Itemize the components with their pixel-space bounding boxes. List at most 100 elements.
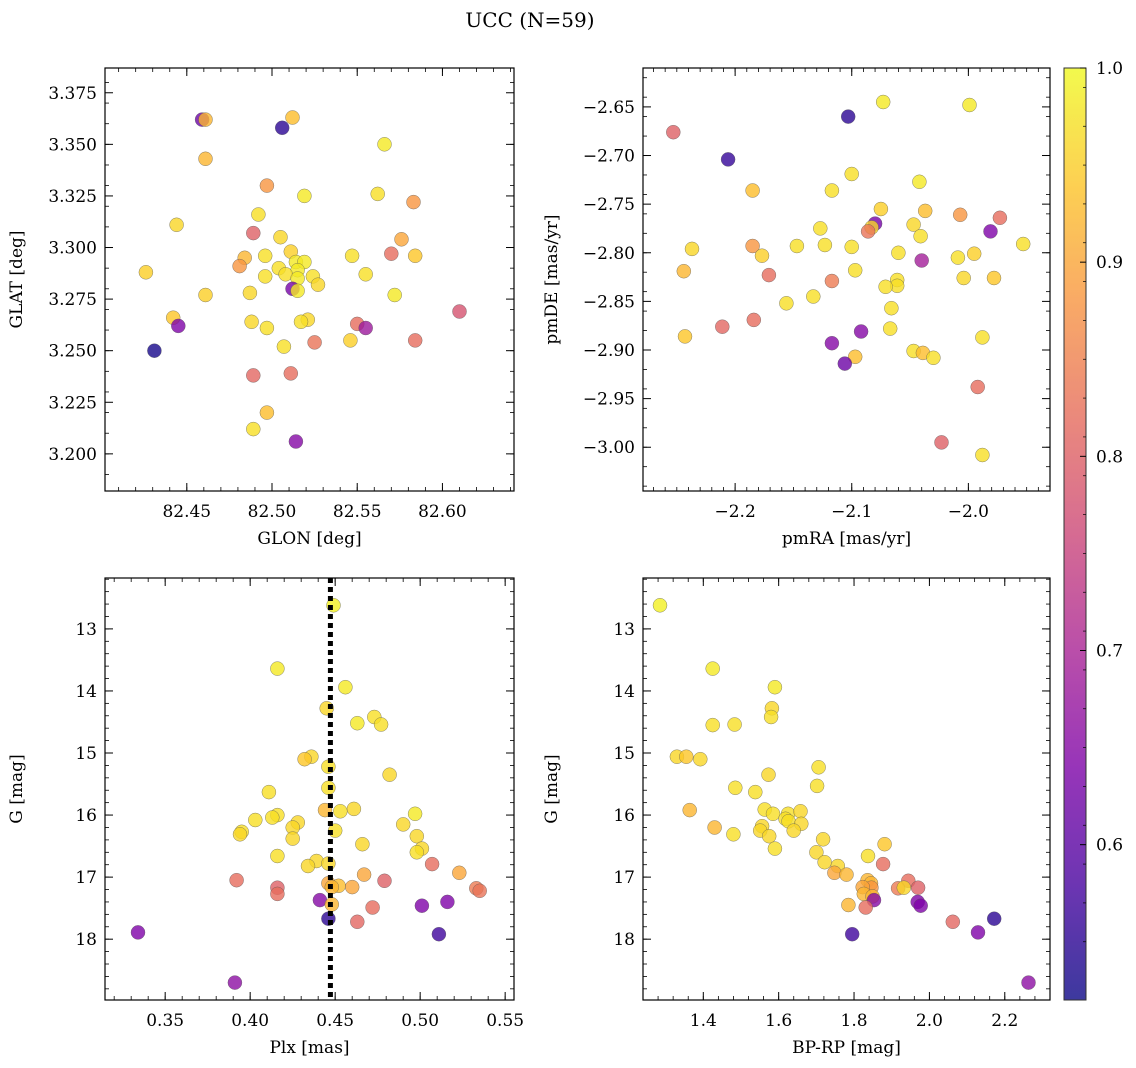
data-point — [983, 224, 998, 239]
data-point — [767, 679, 783, 695]
data-point — [310, 277, 326, 292]
data-point — [726, 827, 741, 842]
colorbar: 0.6 0.7 0.8 0.9 1.0 — [1063, 59, 1123, 1001]
data-point — [914, 253, 929, 268]
data-point — [926, 350, 941, 366]
colorbar-tick-label: 1.0 — [1096, 59, 1123, 79]
y-tick-label: 13 — [613, 620, 635, 640]
y-tick-label: 16 — [613, 806, 635, 826]
x-axis-label: Plx [mas] — [269, 1038, 349, 1058]
x-tick-label: 0.35 — [146, 1011, 184, 1031]
data-point — [817, 854, 832, 870]
data-point — [679, 749, 694, 764]
data-point — [913, 228, 928, 244]
data-point — [811, 760, 826, 775]
data-point — [707, 820, 722, 835]
data-point — [346, 801, 362, 817]
data-point — [343, 333, 358, 348]
data-point — [891, 245, 906, 261]
data-point — [350, 914, 365, 930]
data-point — [242, 285, 258, 301]
data-point — [975, 330, 990, 345]
data-point — [244, 314, 259, 330]
data-point — [344, 879, 360, 895]
data-point — [270, 661, 285, 676]
panel-plx-g: 0.35 0.40 0.45 0.50 0.55 13 14 15 16 17 18 Plx [mas… — [7, 577, 524, 1058]
data-point — [307, 335, 322, 350]
x-axis-label: GLON [deg] — [257, 529, 361, 549]
x-tick-label: 2.2 — [991, 1011, 1018, 1031]
data-point — [970, 925, 986, 940]
data-point — [409, 828, 425, 844]
x-tick-label: 82.45 — [162, 502, 211, 522]
data-point — [259, 178, 275, 193]
data-point — [677, 329, 693, 344]
data-point — [917, 203, 933, 219]
data-point — [873, 201, 889, 217]
data-point — [232, 827, 248, 842]
x-tick-label: 0.45 — [316, 1011, 354, 1031]
colorbar-tick-label: 0.9 — [1096, 253, 1123, 273]
data-point — [824, 335, 840, 351]
data-point — [844, 239, 859, 255]
data-point — [786, 823, 801, 838]
panel-pmra-pmde: −2.2 −2.1 −2.0 −3.00 −2.95 −2.90 −2.85 −2.80 −2.… — [542, 67, 1051, 549]
data-point — [274, 120, 290, 136]
data-point — [147, 343, 162, 358]
data-point — [358, 267, 373, 282]
data-point — [992, 210, 1008, 226]
data-point — [377, 873, 392, 889]
data-point — [406, 194, 421, 210]
data-point — [377, 137, 392, 152]
data-point — [860, 224, 876, 239]
data-point — [373, 717, 389, 732]
data-point — [975, 447, 990, 463]
data-point — [259, 405, 275, 420]
axes-frame — [104, 577, 515, 1001]
data-point — [844, 166, 859, 182]
colorbar-tick-label: 0.8 — [1096, 447, 1123, 467]
data-point — [745, 238, 760, 254]
x-tick-label: −2.0 — [948, 502, 989, 522]
data-point — [875, 856, 891, 872]
data-point — [355, 836, 370, 852]
data-point — [246, 368, 261, 383]
data-point — [229, 872, 244, 888]
y-tick-label: 3.325 — [48, 187, 97, 207]
x-tick-label: 1.8 — [841, 1011, 868, 1031]
data-point — [198, 151, 213, 167]
data-point — [452, 865, 467, 881]
y-axis-label: pmDE [mas/yr] — [542, 214, 562, 344]
y-axis-label: G [mag] — [7, 754, 27, 823]
data-point — [809, 778, 825, 794]
data-point — [407, 333, 423, 348]
data-point — [246, 225, 261, 241]
data-point — [676, 263, 692, 279]
data-point — [293, 314, 309, 330]
data-point — [652, 598, 668, 613]
data-point — [847, 349, 863, 365]
data-point — [138, 265, 154, 280]
data-point — [884, 300, 899, 316]
data-point — [394, 232, 409, 247]
data-point — [384, 246, 399, 261]
data-point — [858, 900, 873, 915]
data-point — [896, 880, 912, 895]
data-point — [297, 751, 312, 767]
y-tick-label: 15 — [75, 744, 97, 764]
data-point — [765, 806, 781, 822]
panel-glon-glat: 82.45 82.50 82.55 82.60 3.200 3.225 3.250 3.275… — [7, 67, 515, 549]
data-point — [693, 751, 708, 767]
data-point — [365, 900, 380, 915]
data-point — [452, 304, 467, 319]
data-point — [910, 880, 926, 895]
data-point — [720, 152, 736, 167]
data-point — [285, 831, 300, 846]
data-point — [761, 767, 776, 782]
data-point — [746, 312, 762, 328]
y-tick-label: 3.275 — [48, 290, 97, 310]
data-point — [350, 715, 365, 731]
data-point — [847, 263, 863, 278]
x-tick-label: 0.40 — [231, 1011, 269, 1031]
